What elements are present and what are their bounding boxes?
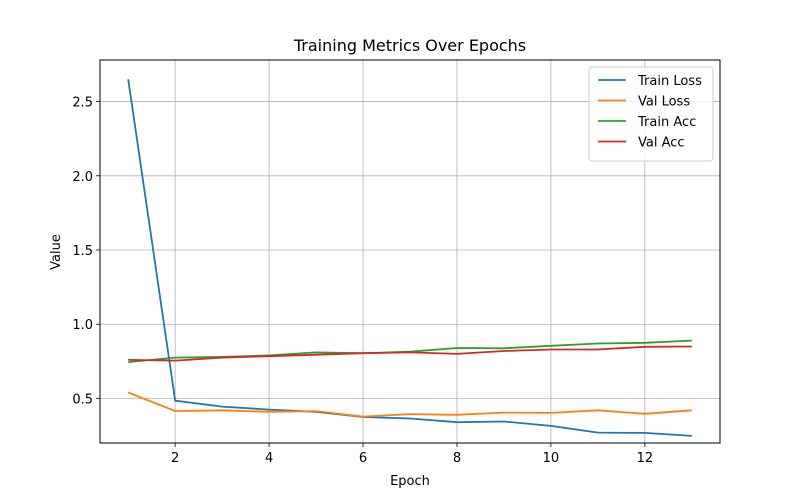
legend-label-train-acc: Train Acc (637, 115, 696, 130)
legend-label-train-loss: Train Loss (637, 74, 702, 89)
chart-title: Training Metrics Over Epochs (293, 36, 526, 55)
y-tick-label: 1.0 (72, 318, 93, 333)
y-tick-label: 0.5 (72, 392, 93, 407)
y-axis-label: Value (49, 234, 64, 270)
legend-label-val-acc: Val Acc (638, 136, 685, 151)
x-tick-label: 6 (359, 451, 367, 466)
x-axis-label: Epoch (390, 474, 430, 489)
val-acc-line (128, 345, 692, 362)
x-tick-label: 4 (265, 451, 273, 466)
y-tick-label: 1.5 (72, 244, 93, 259)
x-tick-label: 10 (543, 451, 560, 466)
legend-box (588, 66, 714, 162)
y-axis-ticks: 0.5 1.0 1.5 2.0 2.5 (72, 96, 100, 407)
legend: Train Loss Val Loss Train Acc Val Acc (588, 66, 714, 162)
x-axis-ticks: 2 4 6 8 10 12 (171, 443, 653, 466)
val-loss-line (127, 391, 692, 418)
y-tick-label: 2.5 (72, 96, 93, 111)
x-tick-label: 2 (171, 451, 179, 466)
series-lines (127, 79, 692, 437)
y-tick-label: 2.0 (72, 170, 93, 185)
train-loss-line (127, 79, 692, 437)
x-tick-label: 12 (637, 451, 654, 466)
x-tick-label: 8 (453, 451, 461, 466)
legend-label-val-loss: Val Loss (638, 95, 690, 110)
plot-area-frame (99, 59, 721, 444)
